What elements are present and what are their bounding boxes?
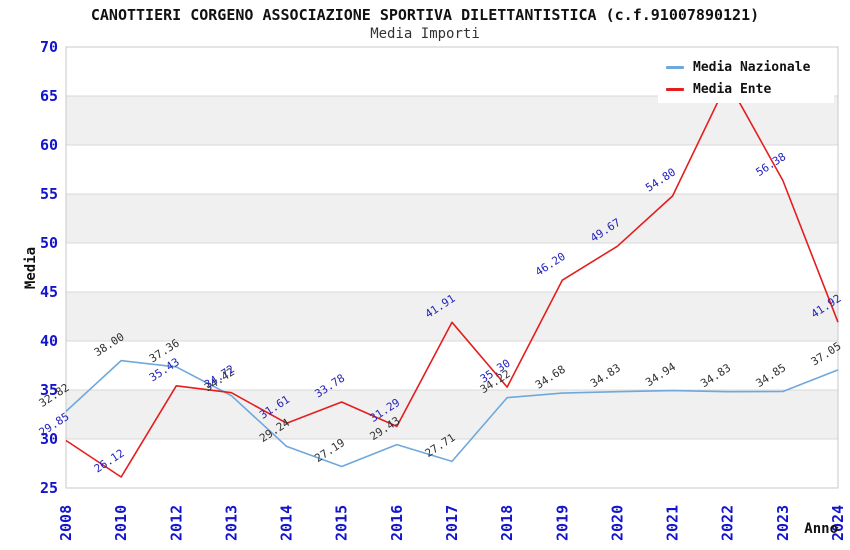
legend-item-media-ente: Media Ente [666,82,826,97]
series-line-media-nazionale [65,359,839,468]
y-axis-title: Media [23,246,39,290]
grid-band [66,96,838,145]
x-tick-label: 2016 [388,505,406,541]
point-label: 34.83 [698,361,733,390]
point-label: 54.80 [643,166,678,195]
x-tick-label: 2015 [333,505,351,541]
y-tick-label: 65 [40,87,58,105]
y-tick-label: 30 [40,430,58,448]
y-tick-label: 45 [40,283,58,301]
chart-title: CANOTTIERI CORGENO ASSOCIAZIONE SPORTIVA… [90,6,760,24]
x-tick-label: 2023 [774,505,792,541]
y-tick-label: 60 [40,136,58,154]
x-tick-label: 2008 [57,505,75,541]
legend-item-media-nazionale: Media Nazionale [666,60,826,75]
point-label: 27.19 [312,436,347,465]
legend-label-media-nazionale: Media Nazionale [693,60,811,75]
grid-band [66,292,838,341]
point-label: 34.94 [643,360,678,389]
grid-band [66,194,838,243]
grid-band [66,390,838,439]
series-line-media-ente [65,80,839,478]
x-tick-label: 2018 [498,505,516,541]
point-label: 34.83 [588,361,623,390]
x-tick-label: 2017 [443,505,461,541]
plot-border [65,46,839,489]
y-tick-label: 50 [40,234,58,252]
point-label: 34.85 [754,361,789,390]
legend-swatch-media-ente-icon [666,88,684,91]
x-tick-label: 2013 [222,505,240,541]
x-tick-label: 2024 [829,505,847,541]
y-tick-label: 55 [40,185,58,203]
y-tick-label: 40 [40,332,58,350]
x-tick-label: 2020 [608,505,626,541]
y-tick-label: 25 [40,479,58,497]
y-tick-label: 70 [40,38,58,56]
x-tick-label: 2022 [719,505,737,541]
y-tick-label: 35 [40,381,58,399]
point-label: 26.12 [92,447,127,476]
x-tick-label: 2014 [278,505,296,541]
point-label: 46.20 [533,250,568,279]
point-label: 56.38 [754,150,789,179]
x-tick-label: 2012 [167,505,185,541]
chart-subtitle: Media Importi [370,26,480,42]
point-label: 34.68 [533,363,568,392]
x-tick-label: 2019 [553,505,571,541]
legend-swatch-media-nazionale-icon [666,66,684,69]
x-tick-label: 2021 [664,505,682,541]
x-tick-label: 2010 [112,505,130,541]
legend-label-media-ente: Media Ente [693,82,772,97]
x-axis-title: Anno [804,521,838,537]
legend: Media Nazionale Media Ente [658,54,834,103]
